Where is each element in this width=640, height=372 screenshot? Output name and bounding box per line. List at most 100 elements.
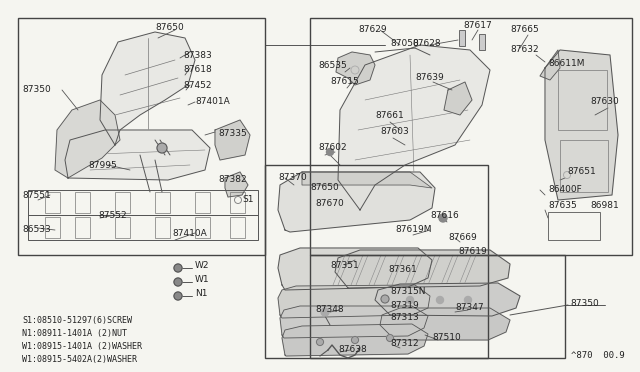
- Polygon shape: [375, 283, 520, 316]
- Text: 87628: 87628: [412, 38, 440, 48]
- Circle shape: [436, 296, 444, 304]
- Text: 87661: 87661: [375, 112, 404, 121]
- Circle shape: [381, 295, 389, 303]
- Text: S1: S1: [242, 196, 253, 205]
- Polygon shape: [282, 324, 428, 356]
- Text: 87617: 87617: [463, 22, 492, 31]
- Polygon shape: [278, 285, 430, 318]
- Text: 87552: 87552: [98, 211, 127, 219]
- Text: 87650: 87650: [310, 183, 339, 192]
- Text: 87619M: 87619M: [395, 225, 431, 234]
- Text: 87615: 87615: [330, 77, 359, 87]
- Circle shape: [439, 214, 447, 222]
- Polygon shape: [545, 50, 618, 200]
- Bar: [558, 70, 607, 130]
- Text: 87619: 87619: [458, 247, 487, 256]
- Bar: [115, 217, 130, 238]
- Circle shape: [351, 337, 358, 343]
- Polygon shape: [335, 250, 510, 288]
- Bar: [195, 217, 210, 238]
- Text: W1:08915-1401A (2)WASHER: W1:08915-1401A (2)WASHER: [22, 342, 142, 351]
- Circle shape: [465, 296, 472, 304]
- Text: 86981: 86981: [590, 202, 619, 211]
- Text: 87410A: 87410A: [172, 228, 207, 237]
- Text: 87348: 87348: [315, 305, 344, 314]
- Polygon shape: [100, 32, 195, 145]
- Text: 87452: 87452: [183, 81, 211, 90]
- Bar: [230, 217, 245, 238]
- Polygon shape: [215, 120, 250, 160]
- Bar: [230, 192, 245, 213]
- Polygon shape: [338, 45, 490, 210]
- Text: 87347: 87347: [455, 304, 484, 312]
- Text: 87315N: 87315N: [390, 288, 426, 296]
- Polygon shape: [225, 172, 248, 197]
- Polygon shape: [444, 82, 472, 115]
- Text: 87630: 87630: [590, 97, 619, 106]
- Text: 87551: 87551: [22, 190, 51, 199]
- Circle shape: [406, 296, 413, 304]
- Text: 87639: 87639: [415, 74, 444, 83]
- Circle shape: [326, 148, 333, 155]
- Bar: [479, 34, 485, 50]
- Circle shape: [174, 264, 182, 272]
- Bar: [45, 192, 60, 213]
- Text: 87665: 87665: [510, 26, 539, 35]
- Polygon shape: [380, 308, 510, 340]
- Text: W2: W2: [195, 262, 209, 270]
- Text: 87510: 87510: [432, 334, 461, 343]
- Circle shape: [321, 308, 329, 316]
- Bar: [310, 255, 565, 358]
- Text: 87319: 87319: [390, 301, 419, 310]
- Bar: [28, 215, 258, 240]
- Polygon shape: [336, 52, 375, 85]
- Text: W1: W1: [195, 276, 210, 285]
- Text: 87383: 87383: [183, 51, 212, 60]
- Text: 87361: 87361: [388, 266, 417, 275]
- Text: 87635: 87635: [548, 202, 577, 211]
- Text: ^870  00.9: ^870 00.9: [572, 351, 625, 360]
- Text: 86400F: 86400F: [548, 186, 582, 195]
- Bar: [115, 192, 130, 213]
- Bar: [45, 217, 60, 238]
- Bar: [459, 30, 465, 46]
- Circle shape: [174, 292, 182, 300]
- Bar: [560, 140, 608, 192]
- Text: 87313: 87313: [390, 312, 419, 321]
- Text: W1:08915-5402A(2)WASHER: W1:08915-5402A(2)WASHER: [22, 355, 137, 364]
- Polygon shape: [278, 248, 432, 290]
- Text: 87669: 87669: [448, 234, 477, 243]
- Text: 87350: 87350: [22, 86, 51, 94]
- Polygon shape: [280, 306, 428, 338]
- Text: 87382: 87382: [218, 176, 246, 185]
- Text: 87312: 87312: [390, 339, 419, 347]
- Text: 87603: 87603: [380, 128, 409, 137]
- Text: 86535: 86535: [318, 61, 347, 71]
- Text: 87602: 87602: [318, 144, 347, 153]
- Text: 87629: 87629: [358, 26, 387, 35]
- Polygon shape: [540, 50, 560, 80]
- Text: S1:08510-51297(6)SCREW: S1:08510-51297(6)SCREW: [22, 316, 132, 325]
- Polygon shape: [302, 172, 432, 188]
- Text: 87401A: 87401A: [195, 97, 230, 106]
- Bar: [155, 217, 170, 238]
- Text: 87651: 87651: [567, 167, 596, 176]
- Text: 87995: 87995: [88, 160, 116, 170]
- Text: N1:08911-1401A (2)NUT: N1:08911-1401A (2)NUT: [22, 329, 127, 338]
- Bar: [310, 18, 632, 255]
- Bar: [155, 192, 170, 213]
- Bar: [18, 18, 265, 255]
- Bar: [75, 217, 90, 238]
- Text: 87350: 87350: [570, 298, 599, 308]
- Text: 87351: 87351: [330, 260, 359, 269]
- Text: 87370: 87370: [278, 173, 307, 183]
- Bar: [548, 212, 600, 240]
- Text: 87618: 87618: [183, 65, 212, 74]
- Text: 87335: 87335: [218, 128, 247, 138]
- Text: 87616: 87616: [430, 212, 459, 221]
- Circle shape: [387, 334, 394, 341]
- Text: 87638: 87638: [338, 346, 367, 355]
- Polygon shape: [55, 100, 120, 178]
- Bar: [75, 192, 90, 213]
- Polygon shape: [278, 172, 435, 232]
